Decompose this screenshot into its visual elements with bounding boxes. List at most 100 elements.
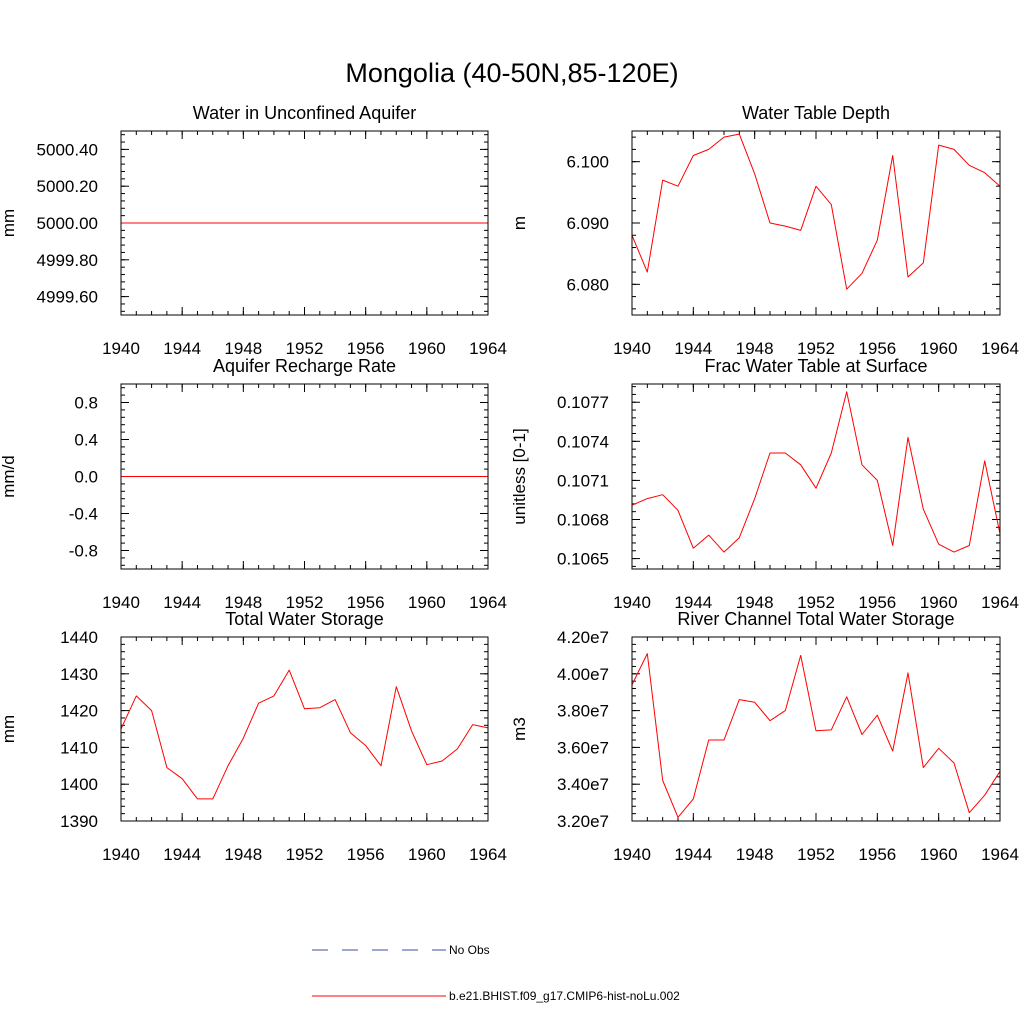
series-line	[120, 669, 489, 800]
x-tick-label: 1964	[469, 845, 507, 864]
y-axis-label: mm/d	[0, 455, 18, 498]
y-tick-label: 0.1077	[557, 393, 609, 412]
panel-title: River Channel Total Water Storage	[677, 609, 954, 629]
x-tick-label: 1956	[858, 339, 896, 358]
series-line	[631, 653, 1001, 818]
x-tick-label: 1944	[163, 845, 201, 864]
y-axis-label: m	[510, 216, 529, 230]
x-tick-label: 1948	[224, 845, 262, 864]
y-tick-label: 1410	[60, 738, 98, 757]
x-tick-label: 1940	[613, 845, 651, 864]
chart-panel: Water in Unconfined Aquifer 1940 1944 1948 1…	[0, 103, 507, 358]
chart-panel: Water Table Depth 1940 1944 1948 1952 1956 196…	[510, 103, 1019, 358]
chart-panel: Frac Water Table at Surface 1940 1944 1948 1…	[510, 356, 1019, 612]
y-axis-label: mm	[0, 209, 18, 237]
x-tick-label: 1944	[163, 593, 201, 612]
y-tick-label: 0.1065	[557, 550, 609, 569]
y-tick-label: 0.1071	[557, 471, 609, 490]
y-tick-label: 0.1068	[557, 510, 609, 529]
y-tick-label: 1440	[60, 628, 98, 647]
x-tick-label: 1960	[920, 845, 958, 864]
y-tick-label: 6.100	[566, 153, 609, 172]
plot-frame	[120, 130, 489, 316]
y-tick-label: 4999.80	[37, 251, 98, 270]
series-line	[631, 133, 1001, 290]
legend-label: No Obs	[449, 943, 490, 957]
x-tick-label: 1960	[408, 845, 446, 864]
x-tick-label: 1964	[469, 339, 507, 358]
x-tick-label: 1952	[797, 339, 835, 358]
x-tick-label: 1964	[981, 845, 1019, 864]
chart-panel: River Channel Total Water Storage 1940 194…	[510, 609, 1019, 864]
plot-frame	[631, 383, 1001, 570]
y-tick-label: 1390	[60, 812, 98, 831]
x-tick-label: 1964	[981, 339, 1019, 358]
plot-frame	[631, 130, 1001, 316]
legend-item: No Obs	[312, 943, 490, 957]
x-tick-label: 1944	[674, 845, 712, 864]
y-tick-label: 0.4	[74, 431, 98, 450]
chart-panel: Aquifer Recharge Rate 1940 1944 1948 1952 195…	[0, 356, 507, 612]
panel-title: Total Water Storage	[225, 609, 383, 629]
y-tick-label: 3.20e7	[557, 812, 609, 831]
x-tick-label: 1944	[674, 593, 712, 612]
x-tick-label: 1948	[736, 845, 774, 864]
y-tick-label: 4.00e7	[557, 665, 609, 684]
x-tick-label: 1964	[981, 593, 1019, 612]
chart-panel: Total Water Storage 1940 1944 1948 1952 1956 1…	[0, 609, 507, 864]
legend-item: b.e21.BHIST.f09_g17.CMIP6-hist-noLu.002	[312, 989, 680, 1003]
y-tick-label: 4.20e7	[557, 628, 609, 647]
y-tick-label: 4999.60	[37, 288, 98, 307]
y-tick-label: 0.8	[74, 394, 98, 413]
y-tick-label: 5000.00	[37, 214, 98, 233]
y-tick-label: 1420	[60, 702, 98, 721]
legend: No Obs b.e21.BHIST.f09_g17.CMIP6-hist-noL…	[312, 943, 680, 1003]
panel-title: Water Table Depth	[742, 103, 890, 123]
y-tick-label: 5000.20	[37, 177, 98, 196]
y-axis-label: mm	[0, 715, 18, 743]
series-line	[631, 391, 1001, 553]
x-tick-label: 1944	[163, 339, 201, 358]
x-tick-label: 1948	[736, 339, 774, 358]
x-tick-label: 1952	[286, 339, 324, 358]
x-tick-label: 1960	[920, 593, 958, 612]
y-axis-label: unitless [0-1]	[510, 428, 529, 524]
x-tick-label: 1956	[347, 593, 385, 612]
x-tick-label: 1948	[736, 593, 774, 612]
x-tick-label: 1952	[797, 593, 835, 612]
plot-frame	[120, 383, 489, 570]
x-tick-label: 1956	[858, 593, 896, 612]
x-tick-label: 1956	[347, 339, 385, 358]
x-tick-label: 1940	[613, 339, 651, 358]
legend-label: b.e21.BHIST.f09_g17.CMIP6-hist-noLu.002	[449, 989, 680, 1003]
x-tick-label: 1944	[674, 339, 712, 358]
x-tick-label: 1940	[102, 845, 140, 864]
x-tick-label: 1952	[797, 845, 835, 864]
x-tick-label: 1952	[286, 845, 324, 864]
x-tick-label: 1960	[920, 339, 958, 358]
x-tick-label: 1956	[347, 845, 385, 864]
x-tick-label: 1948	[224, 339, 262, 358]
x-tick-label: 1952	[286, 593, 324, 612]
y-tick-label: 1400	[60, 775, 98, 794]
y-tick-label: 3.40e7	[557, 775, 609, 794]
y-axis-label: m3	[510, 717, 529, 741]
x-tick-label: 1960	[408, 593, 446, 612]
plot-frame	[120, 636, 489, 822]
x-tick-label: 1960	[408, 339, 446, 358]
y-tick-label: 0.0	[74, 468, 98, 487]
x-tick-label: 1964	[469, 593, 507, 612]
x-tick-label: 1940	[102, 593, 140, 612]
y-tick-label: -0.8	[69, 542, 98, 561]
panel-title: Water in Unconfined Aquifer	[193, 103, 416, 123]
y-tick-label: 5000.40	[37, 140, 98, 159]
y-tick-label: 1430	[60, 665, 98, 684]
plot-frame	[631, 636, 1001, 822]
figure-title: Mongolia (40-50N,85-120E)	[345, 58, 678, 88]
x-tick-label: 1948	[224, 593, 262, 612]
y-tick-label: 0.1074	[557, 432, 609, 451]
panel-title: Frac Water Table at Surface	[704, 356, 927, 376]
x-tick-label: 1956	[858, 845, 896, 864]
y-tick-label: -0.4	[69, 505, 98, 524]
